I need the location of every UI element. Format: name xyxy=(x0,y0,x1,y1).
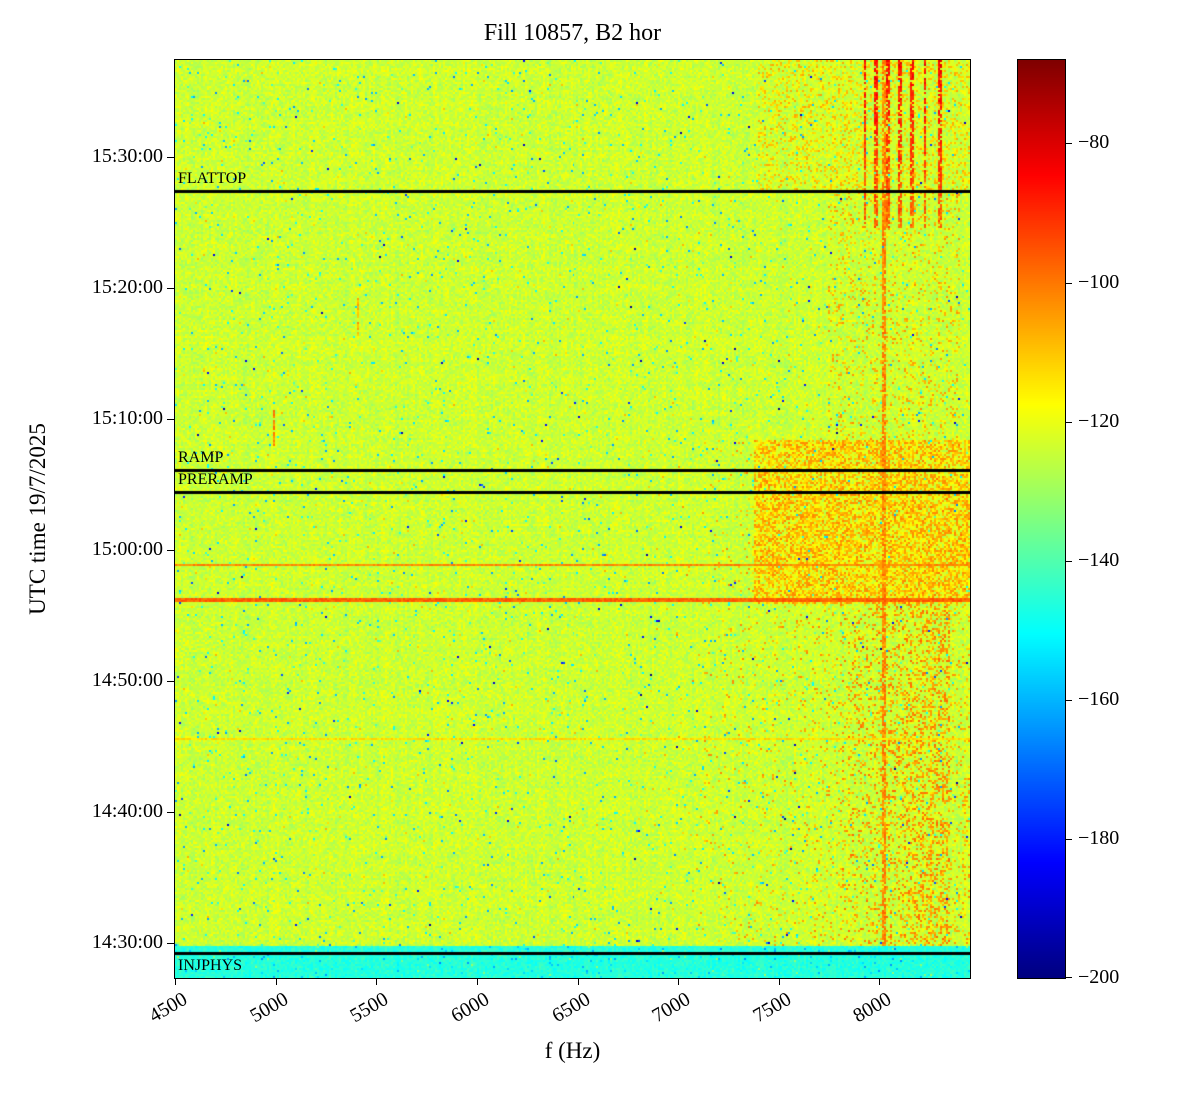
colorbar-tick-label: −80 xyxy=(1078,131,1110,154)
y-tick-mark xyxy=(167,942,174,944)
plot-area xyxy=(174,59,971,979)
colorbar-tick-mark xyxy=(1066,699,1072,701)
x-tick-label: 6000 xyxy=(447,988,493,1028)
x-tick-mark xyxy=(577,979,579,985)
x-tick-label: 4500 xyxy=(145,988,191,1028)
phase-label-preramp: PRERAMP xyxy=(178,471,253,489)
x-tick-mark xyxy=(879,979,881,985)
y-tick-label: 14:50:00 xyxy=(91,668,163,691)
x-tick-label: 6500 xyxy=(547,988,594,1028)
x-tick-label: 5500 xyxy=(346,988,393,1028)
colorbar-tick-mark xyxy=(1066,282,1072,284)
y-tick-mark xyxy=(167,680,174,682)
x-tick-mark xyxy=(778,979,780,985)
chart-title: Fill 10857, B2 hor xyxy=(483,20,662,46)
y-tick-label: 15:00:00 xyxy=(91,537,163,560)
colorbar-tick-label: −120 xyxy=(1078,409,1120,432)
y-tick-mark xyxy=(167,418,174,420)
x-tick-label: 7500 xyxy=(749,988,795,1028)
phase-label-injphys: INJPHYS xyxy=(178,957,243,975)
x-tick-mark xyxy=(275,979,277,985)
colorbar-tick-mark xyxy=(1066,838,1072,840)
phase-label-flattop: FLATTOP xyxy=(178,169,247,187)
spectrogram-heatmap xyxy=(175,60,970,978)
colorbar xyxy=(1017,59,1066,979)
x-axis-label: f (Hz) xyxy=(544,1038,601,1063)
phase-label-ramp: RAMP xyxy=(178,448,224,466)
y-tick-mark xyxy=(167,549,174,551)
x-tick-label: 8000 xyxy=(849,988,896,1028)
y-tick-label: 15:30:00 xyxy=(91,144,163,167)
x-tick-mark xyxy=(678,979,680,985)
y-tick-label: 15:10:00 xyxy=(91,406,163,429)
y-tick-label: 14:40:00 xyxy=(91,799,163,822)
colorbar-tick-mark xyxy=(1066,421,1072,423)
y-tick-mark xyxy=(167,156,174,158)
colorbar-gradient xyxy=(1018,60,1065,978)
y-tick-mark xyxy=(167,811,174,813)
x-tick-label: 5000 xyxy=(245,988,292,1028)
y-tick-mark xyxy=(167,287,174,289)
x-tick-mark xyxy=(376,979,378,985)
x-tick-mark xyxy=(476,979,478,985)
y-tick-label: 14:30:00 xyxy=(91,930,163,953)
colorbar-tick-mark xyxy=(1066,560,1072,562)
colorbar-tick-mark xyxy=(1066,977,1072,978)
colorbar-tick-mark xyxy=(1066,143,1072,145)
colorbar-tick-label: −140 xyxy=(1078,548,1120,571)
colorbar-tick-label: −160 xyxy=(1078,687,1120,710)
x-tick-mark xyxy=(175,979,176,985)
colorbar-tick-label: −200 xyxy=(1078,966,1120,988)
x-tick-label: 7000 xyxy=(648,988,695,1028)
y-tick-label: 15:20:00 xyxy=(91,275,163,298)
colorbar-tick-label: −180 xyxy=(1078,826,1120,849)
colorbar-tick-label: −100 xyxy=(1078,270,1120,293)
